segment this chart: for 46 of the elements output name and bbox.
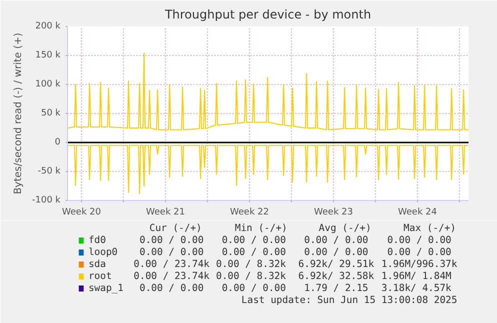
text: Cur (-/+) — [149, 223, 202, 234]
x-tick-label: Week 23 — [314, 208, 353, 218]
legend-label: root — [88, 271, 112, 282]
text: 0.00 / 8.32k — [216, 271, 286, 282]
x-tick-label: Week 21 — [146, 208, 185, 218]
text: 1.96M/ 1.84M — [381, 271, 452, 282]
y-axis-title: Bytes/second read (-) / write (+) — [13, 32, 24, 194]
text: 0.00 / 0.00 — [222, 235, 286, 246]
text: 0.00 / 8.32k — [216, 259, 286, 270]
text: 0.00 / 0.00 — [304, 235, 368, 246]
text: 0.00 / 0.00 — [222, 283, 286, 294]
text: Min (-/+) — [234, 223, 288, 234]
y-tick-label: 50 k — [40, 108, 62, 118]
text: 0.00 / 0.00 — [222, 247, 286, 258]
line-series — [68, 144, 468, 194]
text: 0.00 / 23.74k — [134, 259, 210, 270]
text: 0.00 / 23.74k — [134, 271, 210, 282]
line-series — [68, 52, 468, 130]
x-tick-label: Week 20 — [62, 208, 102, 218]
text: 0.00 / 0.00 — [387, 247, 452, 258]
x-tick-label: Week 22 — [230, 208, 269, 218]
legend-label: loop0 — [88, 247, 118, 258]
text: 0.00 / 0.00 — [387, 235, 452, 246]
y-tick-label: -100 k — [32, 196, 62, 206]
text: 6.92k/ 29.51k — [298, 259, 374, 270]
text: 3.18k/ 4.57k — [381, 283, 452, 294]
text: Avg (-/+) — [318, 223, 372, 234]
legend-label: swap_1 — [88, 283, 124, 294]
text: Last update: Sun Jun 15 13:00:08 2025 — [241, 295, 458, 306]
legend-label: sda — [88, 259, 106, 270]
y-tick-label: 200 k — [35, 22, 62, 32]
text: 1.96M/996.37k — [381, 259, 458, 270]
text: 0.00 / 0.00 — [140, 247, 204, 258]
text: 0.00 / 0.00 — [140, 283, 204, 294]
text: 6.92k/ 32.58k — [298, 271, 374, 282]
text: 0.00 / 0.00 — [304, 247, 368, 258]
y-tick-label: 100 k — [35, 80, 62, 90]
text: 1.79 / 2.15 — [304, 283, 368, 294]
y-tick-label: 0 — [54, 138, 61, 148]
legend-label: fd0 — [88, 235, 106, 246]
y-tick-label: 150 k — [35, 50, 62, 60]
text: 0.00 / 0.00 — [140, 235, 204, 246]
text: Max (-/+) — [404, 223, 456, 234]
x-tick-label: Week 24 — [398, 208, 438, 218]
y-tick-label: -50 k — [38, 166, 62, 176]
chart-title: Throughput per device - by month — [164, 8, 372, 22]
